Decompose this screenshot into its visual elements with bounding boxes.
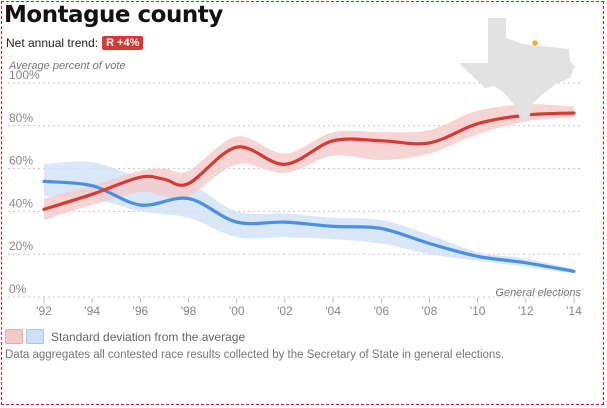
trend-row: Net annual trend: R +4% <box>6 36 144 50</box>
x-tick-label: '98 <box>181 304 197 318</box>
x-tick-label: '02 <box>277 304 293 318</box>
page-title: Montague county <box>4 2 223 28</box>
legend-swatch-red <box>5 329 23 344</box>
x-tick-label: '10 <box>470 304 486 318</box>
trend-label: Net annual trend: <box>6 36 99 50</box>
legend: Standard deviation from the average <box>5 329 245 344</box>
x-tick-label: '96 <box>133 304 149 318</box>
blue-series-line <box>42 179 576 273</box>
y-axis-title: Average percent of vote <box>9 60 126 72</box>
legend-swatch-blue <box>26 329 44 344</box>
deviation-bands <box>44 104 574 274</box>
x-tick-labels: '92 '94 '96 '98 '00 '02 '04 '06 '08 '10 '12 '14 <box>36 298 582 318</box>
x-tick-label: '92 <box>36 304 52 318</box>
county-location-marker <box>532 40 538 46</box>
y-tick-label: 80% <box>9 111 33 125</box>
footnote: Data aggregates all contested race resul… <box>5 349 505 361</box>
y-tick-label: 100% <box>9 68 40 82</box>
red-deviation-band <box>44 104 574 220</box>
x-tick-label: '12 <box>518 304 534 318</box>
y-tick-labels: 0% 20% 40% 60% 80% 100% <box>9 68 40 296</box>
legend-label: Standard deviation from the average <box>51 329 246 344</box>
series-lines <box>42 111 576 273</box>
x-tick-label: '08 <box>422 304 438 318</box>
x-tick-label: '04 <box>325 304 341 318</box>
x-tick-label: '00 <box>229 304 245 318</box>
texas-map-icon <box>459 18 575 119</box>
x-tick-label: '06 <box>373 304 389 318</box>
trend-badge: R +4% <box>102 36 144 50</box>
x-axis-title: General elections <box>495 287 581 299</box>
x-tick-label: '14 <box>566 304 582 318</box>
y-tick-label: 60% <box>9 154 33 168</box>
y-tick-label: 20% <box>9 239 33 253</box>
y-tick-label: 0% <box>9 282 27 296</box>
red-series-line <box>42 111 576 211</box>
x-tick-label: '94 <box>84 304 100 318</box>
y-tick-label: 40% <box>9 196 33 210</box>
